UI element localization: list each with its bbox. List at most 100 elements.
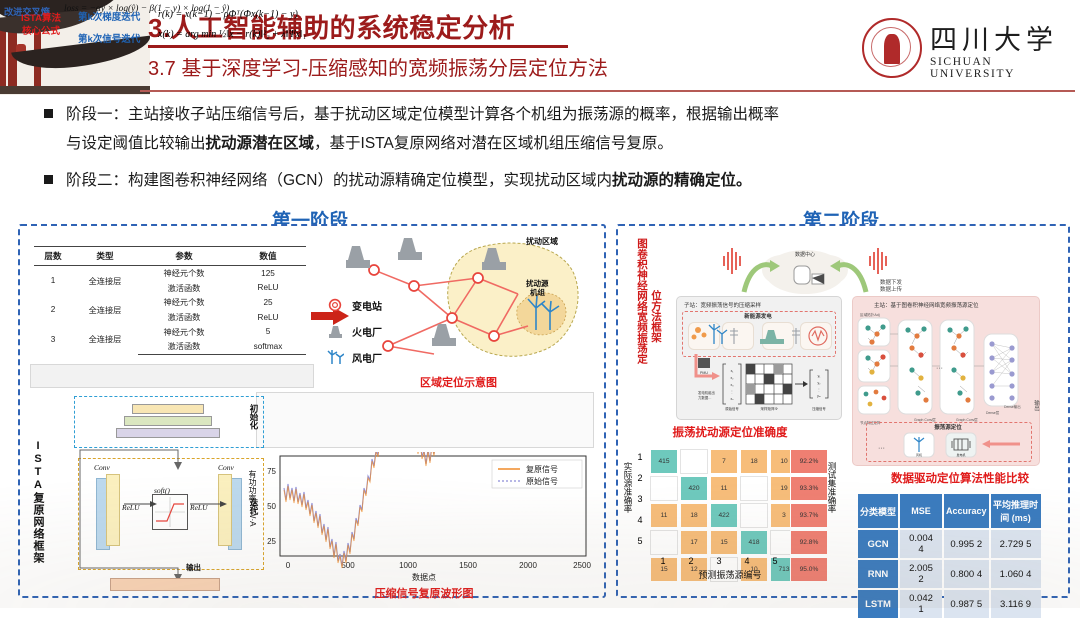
perf-cell-model: LSTM bbox=[858, 590, 898, 618]
bullet-marker-icon bbox=[44, 175, 53, 184]
source-result-icons: ··· 风机 发电机 bbox=[878, 432, 1020, 458]
relu-left-label: ReLU bbox=[122, 503, 140, 512]
cm-row: 11 18 422 3 bbox=[650, 503, 798, 528]
cm-cell bbox=[740, 476, 768, 501]
svg-text:0: 0 bbox=[286, 561, 291, 570]
cm-cell: 415 bbox=[650, 449, 678, 474]
wave-x-label: 数据点 bbox=[412, 573, 436, 582]
ista-row2-label: 第k次信号迭代 bbox=[78, 34, 141, 45]
bullet-2-line-1: 阶段二：构建图卷积神经网络（GCN）的扰动源精确定位模型，实现扰动区域内 bbox=[66, 172, 612, 189]
new-energy-group-box bbox=[682, 311, 836, 357]
confusion-matrix: 415 7 18 10 420 11 19 11 18 422 3 17 15 … bbox=[648, 447, 800, 584]
red-arrow-icon bbox=[311, 307, 349, 325]
cm-cell: 15 bbox=[710, 530, 738, 555]
cell-value: softmax bbox=[230, 338, 306, 355]
cell-param: 神经元个数 bbox=[163, 269, 205, 279]
graph-conv-1-label: Graph Conv层 bbox=[914, 417, 936, 422]
svg-text:x₁: x₁ bbox=[731, 369, 735, 373]
cm-row: 17 15 418 bbox=[650, 530, 798, 555]
confusion-matrix-row-headers: 1 2 3 4 5 bbox=[634, 447, 646, 552]
title-underline bbox=[148, 45, 568, 48]
perf-row: LSTM 0.042 1 0.987 5 3.116 9 bbox=[858, 590, 1041, 618]
svg-text:1500: 1500 bbox=[459, 561, 477, 570]
cm-cell bbox=[650, 530, 678, 555]
col-layer: 层数 bbox=[34, 246, 72, 266]
cm-acc-cell: 92.8% bbox=[790, 530, 828, 555]
cm-acc-cell: 92.2% bbox=[790, 449, 828, 474]
cm-cell bbox=[680, 449, 708, 474]
legend-label-substation: 变电站 bbox=[352, 302, 382, 313]
cell-value: 25 bbox=[263, 297, 273, 307]
svg-text:机组: 机组 bbox=[530, 287, 545, 297]
sampling-matrix-label: 采样矩阵Φ bbox=[760, 406, 777, 411]
bullet-2-emphasis: 扰动源的精确定位。 bbox=[611, 172, 752, 189]
col-type: 类型 bbox=[72, 246, 138, 266]
perf-cell-time: 1.060 4 bbox=[990, 560, 1041, 588]
logo-text-en: SICHUAN UNIVERSITY bbox=[930, 56, 1015, 80]
perf-cell-mse: 2.005 2 bbox=[900, 560, 942, 588]
gcn-framework-label-2: 位方法框架 bbox=[636, 290, 664, 400]
table-header-row: 层数 类型 参数 数值 bbox=[34, 246, 306, 266]
svg-text:yₘ: yₘ bbox=[817, 394, 821, 398]
loss-label: 改进交叉熵 bbox=[4, 7, 50, 17]
cm-row-5: 5 bbox=[637, 536, 643, 546]
bullet-list: 阶段一：主站接收子站压缩信号后，基于扰动区域定位模型计算各个机组为振荡源的概率，… bbox=[40, 100, 1050, 203]
ista-row1-formula: r(k) = x(k−1) − ρΦᵀ(Φx(k−1) − y) bbox=[158, 9, 298, 20]
cm-cell: 420 bbox=[680, 476, 708, 501]
gcn-network-diagram: 区域拓扑Adj bbox=[857, 312, 1021, 425]
compressed-sampling-diagram: PMU 发电机组出 力数据… 原始信号 x₁ x₂ x₃ ⋮ xₙ 采样矩阵Φ y₁ y… bbox=[694, 354, 829, 411]
cm-cell bbox=[650, 476, 678, 501]
cm-cell: 7 bbox=[710, 449, 738, 474]
ellipsis: ··· bbox=[936, 365, 943, 372]
cm-cell bbox=[710, 557, 738, 582]
cm-cell bbox=[740, 503, 768, 528]
perf-cell-acc: 0.987 5 bbox=[944, 590, 989, 618]
perf-cell-acc: 0.995 2 bbox=[944, 530, 989, 558]
wind-farm-icon bbox=[327, 350, 344, 364]
energy-icons bbox=[691, 324, 828, 346]
cm-row-4: 4 bbox=[637, 515, 643, 525]
wave-chart-title: 压缩信号复原波形图 bbox=[374, 588, 474, 600]
header-divider bbox=[140, 90, 1075, 92]
svg-text:2500: 2500 bbox=[573, 561, 591, 570]
cm-row-2: 2 bbox=[637, 473, 643, 483]
confusion-matrix-title: 振荡扰动源定位准确度 bbox=[672, 427, 788, 439]
cell-param: 激活函数 bbox=[167, 313, 201, 323]
init-bar-3 bbox=[116, 428, 220, 438]
svg-text:x₃: x₃ bbox=[730, 383, 734, 387]
logo-text-cn: 四川大学 bbox=[930, 25, 1058, 56]
perf-col-mse: MSE bbox=[900, 494, 942, 528]
gcn-main-panel-title: 主站：基于图卷积神经网络宽频振荡源定位 bbox=[874, 303, 979, 309]
cell-param: 神经元个数 bbox=[163, 298, 205, 308]
soft-curve-icon bbox=[155, 497, 185, 527]
svg-text:力数据…: 力数据… bbox=[698, 395, 712, 400]
svg-text:扰动区域: 扰动区域 bbox=[526, 236, 558, 246]
table-row: 激活函数 ReLU bbox=[34, 310, 306, 325]
soft-label: soft() bbox=[154, 486, 170, 495]
cm-cell: 422 bbox=[710, 503, 738, 528]
cloud-label: 数据中心 bbox=[795, 251, 815, 258]
cell-layer: 2 bbox=[50, 305, 56, 315]
cm-acc-cell: 95.0% bbox=[790, 557, 828, 582]
svg-text:2000: 2000 bbox=[519, 561, 537, 570]
initialization-box bbox=[74, 396, 264, 448]
original-signal-label: 原始信号 bbox=[725, 406, 739, 411]
svg-text:xₙ: xₙ bbox=[730, 397, 734, 401]
table-row: 2 全连接层 神经元个数 25 bbox=[34, 295, 306, 315]
cm-row: 415 7 18 10 bbox=[650, 449, 798, 474]
cm-cell: 10 bbox=[740, 557, 768, 582]
cm-col-1: 1 bbox=[660, 556, 666, 566]
ista-formula-box bbox=[256, 392, 594, 448]
perf-cell-model: GCN bbox=[858, 530, 898, 558]
perf-row: RNN 2.005 2 0.800 4 1.060 4 bbox=[858, 560, 1041, 588]
output-side-label: 输出 bbox=[1033, 400, 1039, 411]
seal-icon bbox=[862, 18, 922, 78]
confusion-matrix-x-label: 预测振荡源编号 bbox=[698, 570, 762, 580]
perf-cell-time: 2.729 5 bbox=[990, 530, 1041, 558]
cm-cell: 17 bbox=[680, 530, 708, 555]
confusion-matrix-y-label: 实际源准确率 bbox=[623, 462, 633, 513]
perf-cell-model: RNN bbox=[858, 560, 898, 588]
legend-label-wind: 风电厂 bbox=[352, 354, 382, 365]
cell-value: 125 bbox=[261, 268, 275, 278]
cell-value: ReLU bbox=[257, 283, 279, 293]
